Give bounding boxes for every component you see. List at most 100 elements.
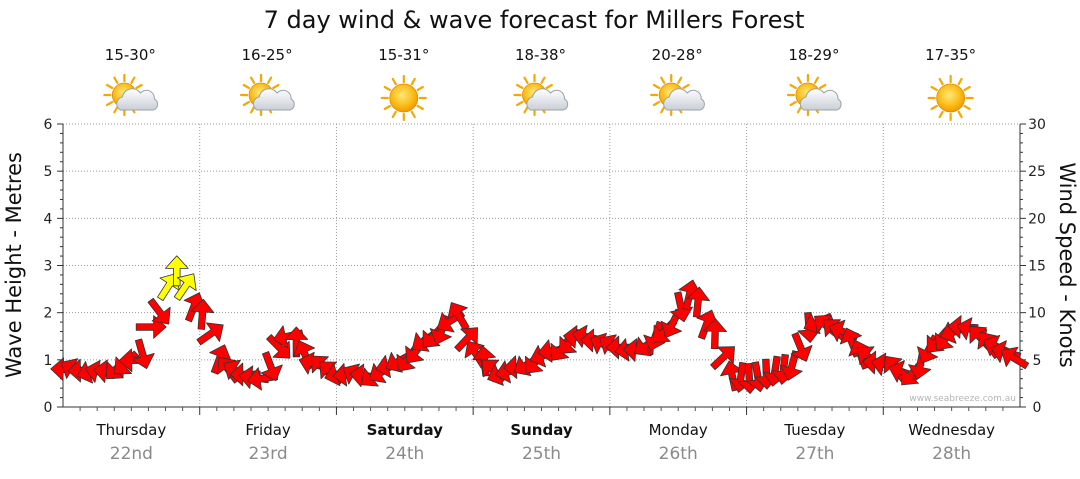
y-right-tick-label: 10 (1028, 306, 1046, 322)
cloud-shape (663, 88, 705, 111)
day-temperature: 18-38° (515, 46, 566, 64)
day-temperature: 15-30° (105, 46, 156, 64)
cloud-shape (526, 88, 569, 111)
sun-ray (796, 106, 803, 114)
sun-icon (927, 74, 974, 122)
wind-arrow (447, 302, 470, 331)
y-left-tick-label: 1 (44, 353, 53, 369)
sun-ray (272, 83, 280, 90)
sun-cloud-icon (786, 73, 842, 117)
day-temperature: 18-29° (788, 46, 839, 64)
wind-arrow (260, 351, 283, 382)
y-right-tick-label: 15 (1028, 259, 1046, 275)
wind-arrow (454, 327, 478, 353)
wind-arrow (165, 255, 189, 287)
sun-ray (516, 83, 524, 90)
day-temperature: 16-25° (242, 46, 293, 64)
x-day-label: Wednesday (908, 421, 995, 439)
watermark: www.seabreeze.com.au (909, 394, 1016, 404)
y-right-tick-label: 30 (1028, 117, 1046, 133)
sun-ray (113, 76, 119, 84)
wind-arrow (190, 298, 215, 330)
y-right-tick-label: 0 (1033, 400, 1042, 416)
sun-ray (113, 106, 119, 114)
sun-icon (380, 74, 427, 122)
sun-ray (796, 76, 803, 84)
wind-arrows (50, 255, 1030, 394)
sun-ray (516, 100, 524, 107)
sun-disc (389, 83, 419, 113)
x-date-label: 27th (795, 444, 834, 464)
sun-ray (545, 83, 553, 90)
day-temperature: 17-35° (925, 46, 976, 64)
wind-arrow (696, 309, 719, 340)
y-left-tick-label: 4 (44, 211, 53, 227)
sun-cloud-icon (239, 73, 295, 117)
sun-ray (540, 76, 546, 84)
sun-ray (416, 104, 424, 111)
x-day-label: Thursday (95, 421, 166, 439)
x-day-label: Saturday (367, 421, 444, 439)
sun-ray (963, 85, 971, 92)
wind-arrow (686, 286, 710, 318)
cloud-shape (799, 88, 842, 111)
sun-ray (677, 76, 683, 84)
sun-ray (957, 77, 963, 86)
sun-ray (242, 83, 251, 90)
wind-arrow (790, 331, 813, 362)
sun-ray (410, 110, 416, 119)
sun-ray (660, 106, 666, 114)
cloud-shape (253, 88, 295, 111)
day-temperature: 20-28° (652, 46, 703, 64)
sun-ray (818, 83, 827, 90)
x-date-label: 28th (932, 444, 971, 464)
sun-ray (410, 77, 416, 86)
sun-ray (930, 85, 938, 92)
sun-ray (957, 110, 963, 119)
x-date-label: 22nd (110, 444, 153, 464)
sun-ray (130, 76, 136, 84)
daily-header: 15-30° 16-25° 15-31° 18-38° 20-28° 18-29° 17-3… (103, 46, 976, 122)
sun-ray (963, 104, 971, 111)
sun-ray (938, 77, 944, 86)
cloud-shape (116, 88, 159, 111)
sun-ray (416, 85, 424, 92)
wind-arrow (710, 346, 735, 371)
wind-arrow (678, 279, 702, 311)
chart-title: 7 day wind & wave forecast for Millers F… (264, 6, 805, 34)
sun-ray (135, 83, 143, 90)
sun-ray (523, 76, 529, 84)
y-right-tick-label: 25 (1028, 164, 1046, 180)
sun-ray (652, 100, 661, 107)
y-axis-right-title: Wind Speed - Knots (1055, 162, 1079, 367)
chart-axes: 0 1 2 3 4 5 6 0 5 10 15 20 25 30 Thursday 22nd Friday 23r… (44, 117, 1046, 464)
sun-ray (249, 76, 256, 84)
wind-arrow (196, 322, 224, 346)
x-date-label: 26th (659, 444, 698, 464)
sun-ray (523, 106, 529, 114)
sun-ray (383, 85, 392, 92)
x-day-label: Tuesday (783, 421, 845, 439)
x-date-label: 25th (522, 444, 561, 464)
sun-cloud-icon (513, 73, 569, 117)
sun-cloud-icon (650, 73, 705, 117)
y-axis-left-title: Wave Height - Metres (2, 152, 26, 378)
sun-ray (391, 77, 397, 86)
sun-ray (938, 110, 944, 119)
x-date-label: 24th (385, 444, 424, 464)
y-left-tick-label: 0 (44, 400, 53, 416)
sun-ray (105, 83, 114, 90)
sun-ray (660, 76, 666, 84)
sun-ray (652, 83, 661, 90)
sun-ray (391, 110, 397, 119)
wind-arrow (147, 297, 171, 325)
sun-cloud-icon (103, 73, 159, 117)
wind-arrow (1000, 346, 1030, 370)
wind-arrow (703, 318, 727, 350)
y-right-tick-label: 20 (1028, 211, 1046, 227)
sun-ray (105, 100, 114, 107)
x-day-label: Sunday (510, 421, 573, 439)
sun-ray (789, 100, 797, 107)
